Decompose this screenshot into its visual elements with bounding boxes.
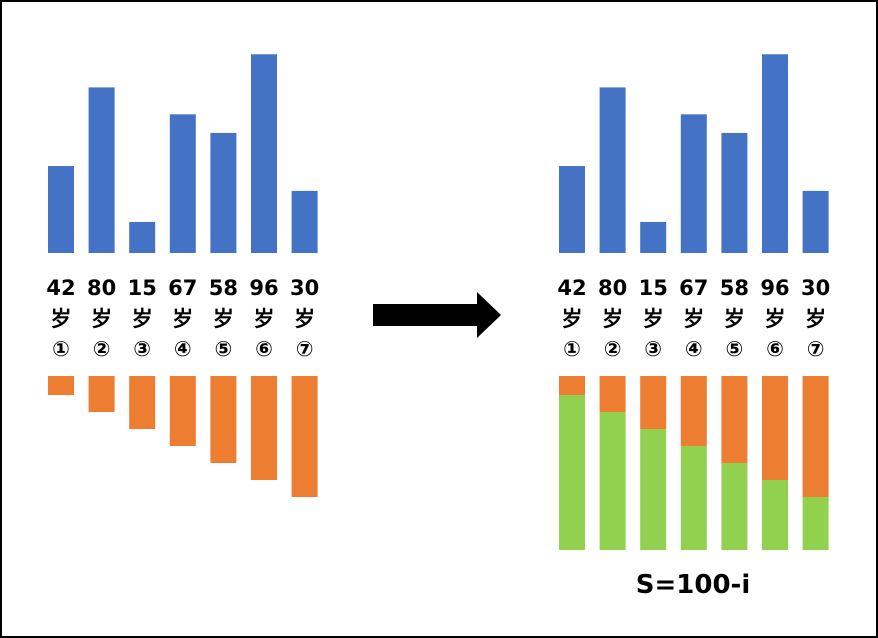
age-value-label: 67 — [679, 276, 708, 300]
index-label: ④ — [685, 337, 703, 361]
remainder-bar — [640, 429, 667, 550]
age-value-label: 15 — [639, 276, 668, 300]
age-bar — [251, 54, 277, 253]
index-label: ⑦ — [807, 337, 825, 361]
age-bar — [599, 87, 626, 254]
age-bar — [680, 114, 707, 253]
age-value-label: 15 — [128, 276, 157, 300]
age-bar — [721, 132, 748, 253]
remainder-bar — [762, 480, 788, 550]
offset-bar — [802, 376, 829, 497]
age-value-label: 42 — [46, 276, 75, 300]
age-unit-label: 岁 — [213, 307, 234, 331]
remainder-bar — [721, 463, 748, 550]
index-label: ④ — [174, 337, 192, 361]
age-bar — [210, 132, 237, 253]
offset-bar — [88, 376, 115, 412]
offset-bar — [640, 376, 667, 429]
age-bar — [640, 221, 667, 253]
age-value-label: 80 — [87, 276, 116, 300]
transform-arrow — [373, 292, 501, 338]
age-value-label: 58 — [720, 276, 749, 300]
age-unit-label: 岁 — [805, 307, 826, 331]
offset-bar — [559, 376, 585, 395]
offset-bar — [210, 376, 237, 463]
age-value-label: 30 — [801, 276, 830, 300]
index-label: ⑦ — [296, 337, 314, 361]
age-unit-label: 岁 — [294, 307, 315, 331]
age-unit-label: 岁 — [132, 307, 153, 331]
index-label: ② — [604, 337, 622, 361]
age-value-label: 42 — [557, 276, 586, 300]
offset-bar — [762, 376, 788, 480]
age-unit-label: 岁 — [724, 307, 745, 331]
age-value-label: 96 — [249, 276, 278, 300]
offset-bar — [291, 376, 318, 497]
right-arrow-icon — [373, 292, 501, 338]
index-label: ③ — [133, 337, 151, 361]
age-bar — [88, 87, 115, 254]
age-unit-label: 岁 — [254, 307, 275, 331]
offset-bar — [721, 376, 748, 463]
index-label: ③ — [644, 337, 662, 361]
age-unit-label: 岁 — [562, 307, 583, 331]
age-bar — [169, 114, 196, 253]
index-label: ⑥ — [766, 337, 784, 361]
age-bar — [48, 166, 74, 253]
age-unit-label: 岁 — [172, 307, 193, 331]
age-bar — [802, 190, 829, 253]
age-value-label: 58 — [209, 276, 238, 300]
offset-bar — [599, 376, 626, 412]
remainder-bar — [802, 497, 829, 550]
offset-bar — [680, 376, 707, 446]
index-label: ① — [563, 337, 581, 361]
offset-bar — [169, 376, 196, 446]
remainder-bar — [559, 395, 585, 550]
index-label: ⑥ — [255, 337, 273, 361]
index-label: ② — [93, 337, 111, 361]
age-bar — [129, 221, 156, 253]
age-bar — [291, 190, 318, 253]
remainder-bar — [599, 412, 626, 550]
index-label: ⑤ — [215, 337, 233, 361]
age-value-label: 80 — [598, 276, 627, 300]
age-unit-label: 岁 — [683, 307, 704, 331]
age-bar — [559, 166, 585, 253]
index-label: ⑤ — [726, 337, 744, 361]
age-value-label: 96 — [760, 276, 789, 300]
age-value-label: 67 — [168, 276, 197, 300]
offset-bar — [129, 376, 156, 429]
age-unit-label: 岁 — [602, 307, 623, 331]
age-unit-label: 岁 — [51, 307, 72, 331]
offset-bar — [251, 376, 277, 480]
offset-bar — [48, 376, 74, 395]
age-unit-label: 岁 — [765, 307, 786, 331]
formula-label: S=100-i — [636, 570, 751, 600]
age-bar — [762, 54, 788, 253]
age-unit-label: 岁 — [643, 307, 664, 331]
index-label: ① — [52, 337, 70, 361]
remainder-bar — [680, 446, 707, 550]
age-unit-label: 岁 — [91, 307, 112, 331]
age-value-label: 30 — [290, 276, 319, 300]
